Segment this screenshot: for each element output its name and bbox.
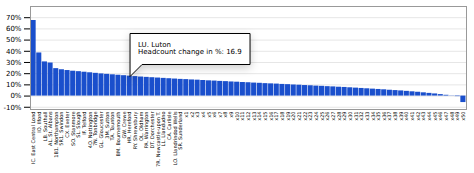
svg-text:CA. Carlisle: CA. Carlisle [165,111,172,140]
svg-text:CX. Exeter: CX. Exeter [64,111,71,138]
svg-text:SO. Stanmore: SO. Stanmore [69,111,76,146]
svg-text:x41: x41 [409,111,416,121]
svg-text:x1: x1 [182,111,189,118]
svg-text:7N. Tonbridge: 7N. Tonbridge [92,111,99,147]
svg-text:x40: x40 [403,111,410,121]
svg-text:LO. Llandrindod Wells: LO. Llandrindod Wells [171,111,178,166]
svg-text:x39: x39 [397,111,404,121]
svg-text:50%: 50% [6,36,22,44]
svg-text:RY. Shrewsbury: RY. Shrewsbury [132,111,138,150]
svg-text:60%: 60% [6,25,22,33]
svg-text:x3: x3 [194,111,201,118]
svg-text:LL. Llandudno: LL. Llandudno [160,111,167,147]
svg-text:HR. Hereford: HR. Hereford [126,111,133,144]
svg-text:x36: x36 [380,111,387,121]
svg-text:IC. East Central Lond: IC. East Central Lond [30,111,37,164]
svg-text:BM. Bournemouth: BM. Bournemouth [115,111,121,157]
svg-text:70%: 70% [6,14,22,22]
svg-text:40%: 40% [6,48,22,56]
svg-text:DT. Dorchester: DT. Dorchester [149,111,155,149]
svg-text:x35: x35 [375,111,382,121]
svg-text:x6: x6 [211,111,218,118]
svg-text:x22: x22 [301,111,308,121]
svg-text:x16: x16 [267,111,274,121]
svg-text:x21: x21 [296,111,302,121]
svg-text:GL. Gloucester: GL. Gloucester [98,111,105,149]
svg-text:x23: x23 [307,111,314,121]
svg-text:x8: x8 [222,111,229,118]
svg-text:x30: x30 [346,111,353,121]
svg-text:x34: x34 [369,111,376,121]
svg-text:x45: x45 [431,111,438,121]
svg-text:7R. Newcastle-upon T.: 7R. Newcastle-upon T. [154,111,161,167]
svg-text:LB. Southall: LB. Southall [41,111,48,142]
svg-text:x11: x11 [239,111,246,121]
svg-text:x25: x25 [318,111,325,121]
svg-text:x2: x2 [188,111,195,118]
svg-text:x10: x10 [233,111,240,121]
svg-text:20%: 20% [6,70,22,78]
svg-text:x43: x43 [420,111,427,121]
svg-text:x44: x44 [426,111,433,121]
svg-text:x12: x12 [245,111,252,121]
svg-text:IF. Telford: IF. Telford [81,111,88,135]
svg-text:x4: x4 [199,111,206,118]
svg-text:x13: x13 [250,111,257,121]
svg-text:x46: x46 [437,111,444,121]
svg-text:x42: x42 [414,111,421,121]
svg-text:x18: x18 [279,111,285,121]
svg-text:x26: x26 [324,111,331,121]
svg-text:x29: x29 [341,111,348,121]
svg-text:-10%: -10% [3,104,21,112]
svg-text:GW. Crewe: GW. Crewe [120,111,127,139]
svg-text:x19: x19 [284,111,291,121]
svg-text:1B1. Northampton: 1B1. Northampton [52,111,59,158]
svg-text:10%: 10% [6,81,22,89]
svg-text:x48: x48 [448,111,455,121]
svg-text:x7: x7 [216,111,223,118]
svg-text:4O. Nottington: 4O. Nottington [86,111,93,149]
svg-text:TA. Taunton: TA. Taunton [109,111,116,141]
svg-text:​LU. Luton​Headcount change in: ​LU. Luton​Headcount change in %: 16.9 [138,41,242,56]
svg-text:30%: 30% [6,59,22,67]
svg-text:5R1. Swindon: 5R1. Swindon [58,111,65,146]
svg-text:OL. Oldham: OL. Oldham [137,111,144,141]
svg-text:PA. Warrington: PA. Warrington [143,111,150,149]
svg-text:x9: x9 [228,111,235,118]
svg-text:x24: x24 [313,111,319,121]
svg-text:x33: x33 [363,111,370,121]
svg-text:x15: x15 [262,111,269,121]
svg-text:x37: x37 [386,111,393,121]
svg-text:IO. Ilford: IO. Ilford [35,111,42,133]
svg-text:AL. St. Albans: AL. St. Albans [47,111,54,146]
svg-text:x14: x14 [256,111,263,121]
svg-text:SL. Slough: SL. Slough [75,111,82,138]
svg-text:x49: x49 [454,111,461,121]
svg-text:x27: x27 [329,111,336,121]
svg-text:x20: x20 [290,111,297,121]
svg-text:x32: x32 [358,111,365,121]
svg-text:x28: x28 [335,111,342,121]
svg-text:x31: x31 [352,111,359,121]
svg-text:x5: x5 [205,111,212,118]
svg-text:x38: x38 [392,111,399,121]
svg-text:x17: x17 [273,111,280,121]
svg-text:0%: 0% [10,92,21,100]
svg-text:x47: x47 [443,111,449,121]
svg-text:x50: x50 [460,112,466,121]
svg-text:SR. Sunderland: SR. Sunderland [177,111,184,150]
svg-text:3M. Sutton: 3M. Sutton [103,111,110,139]
